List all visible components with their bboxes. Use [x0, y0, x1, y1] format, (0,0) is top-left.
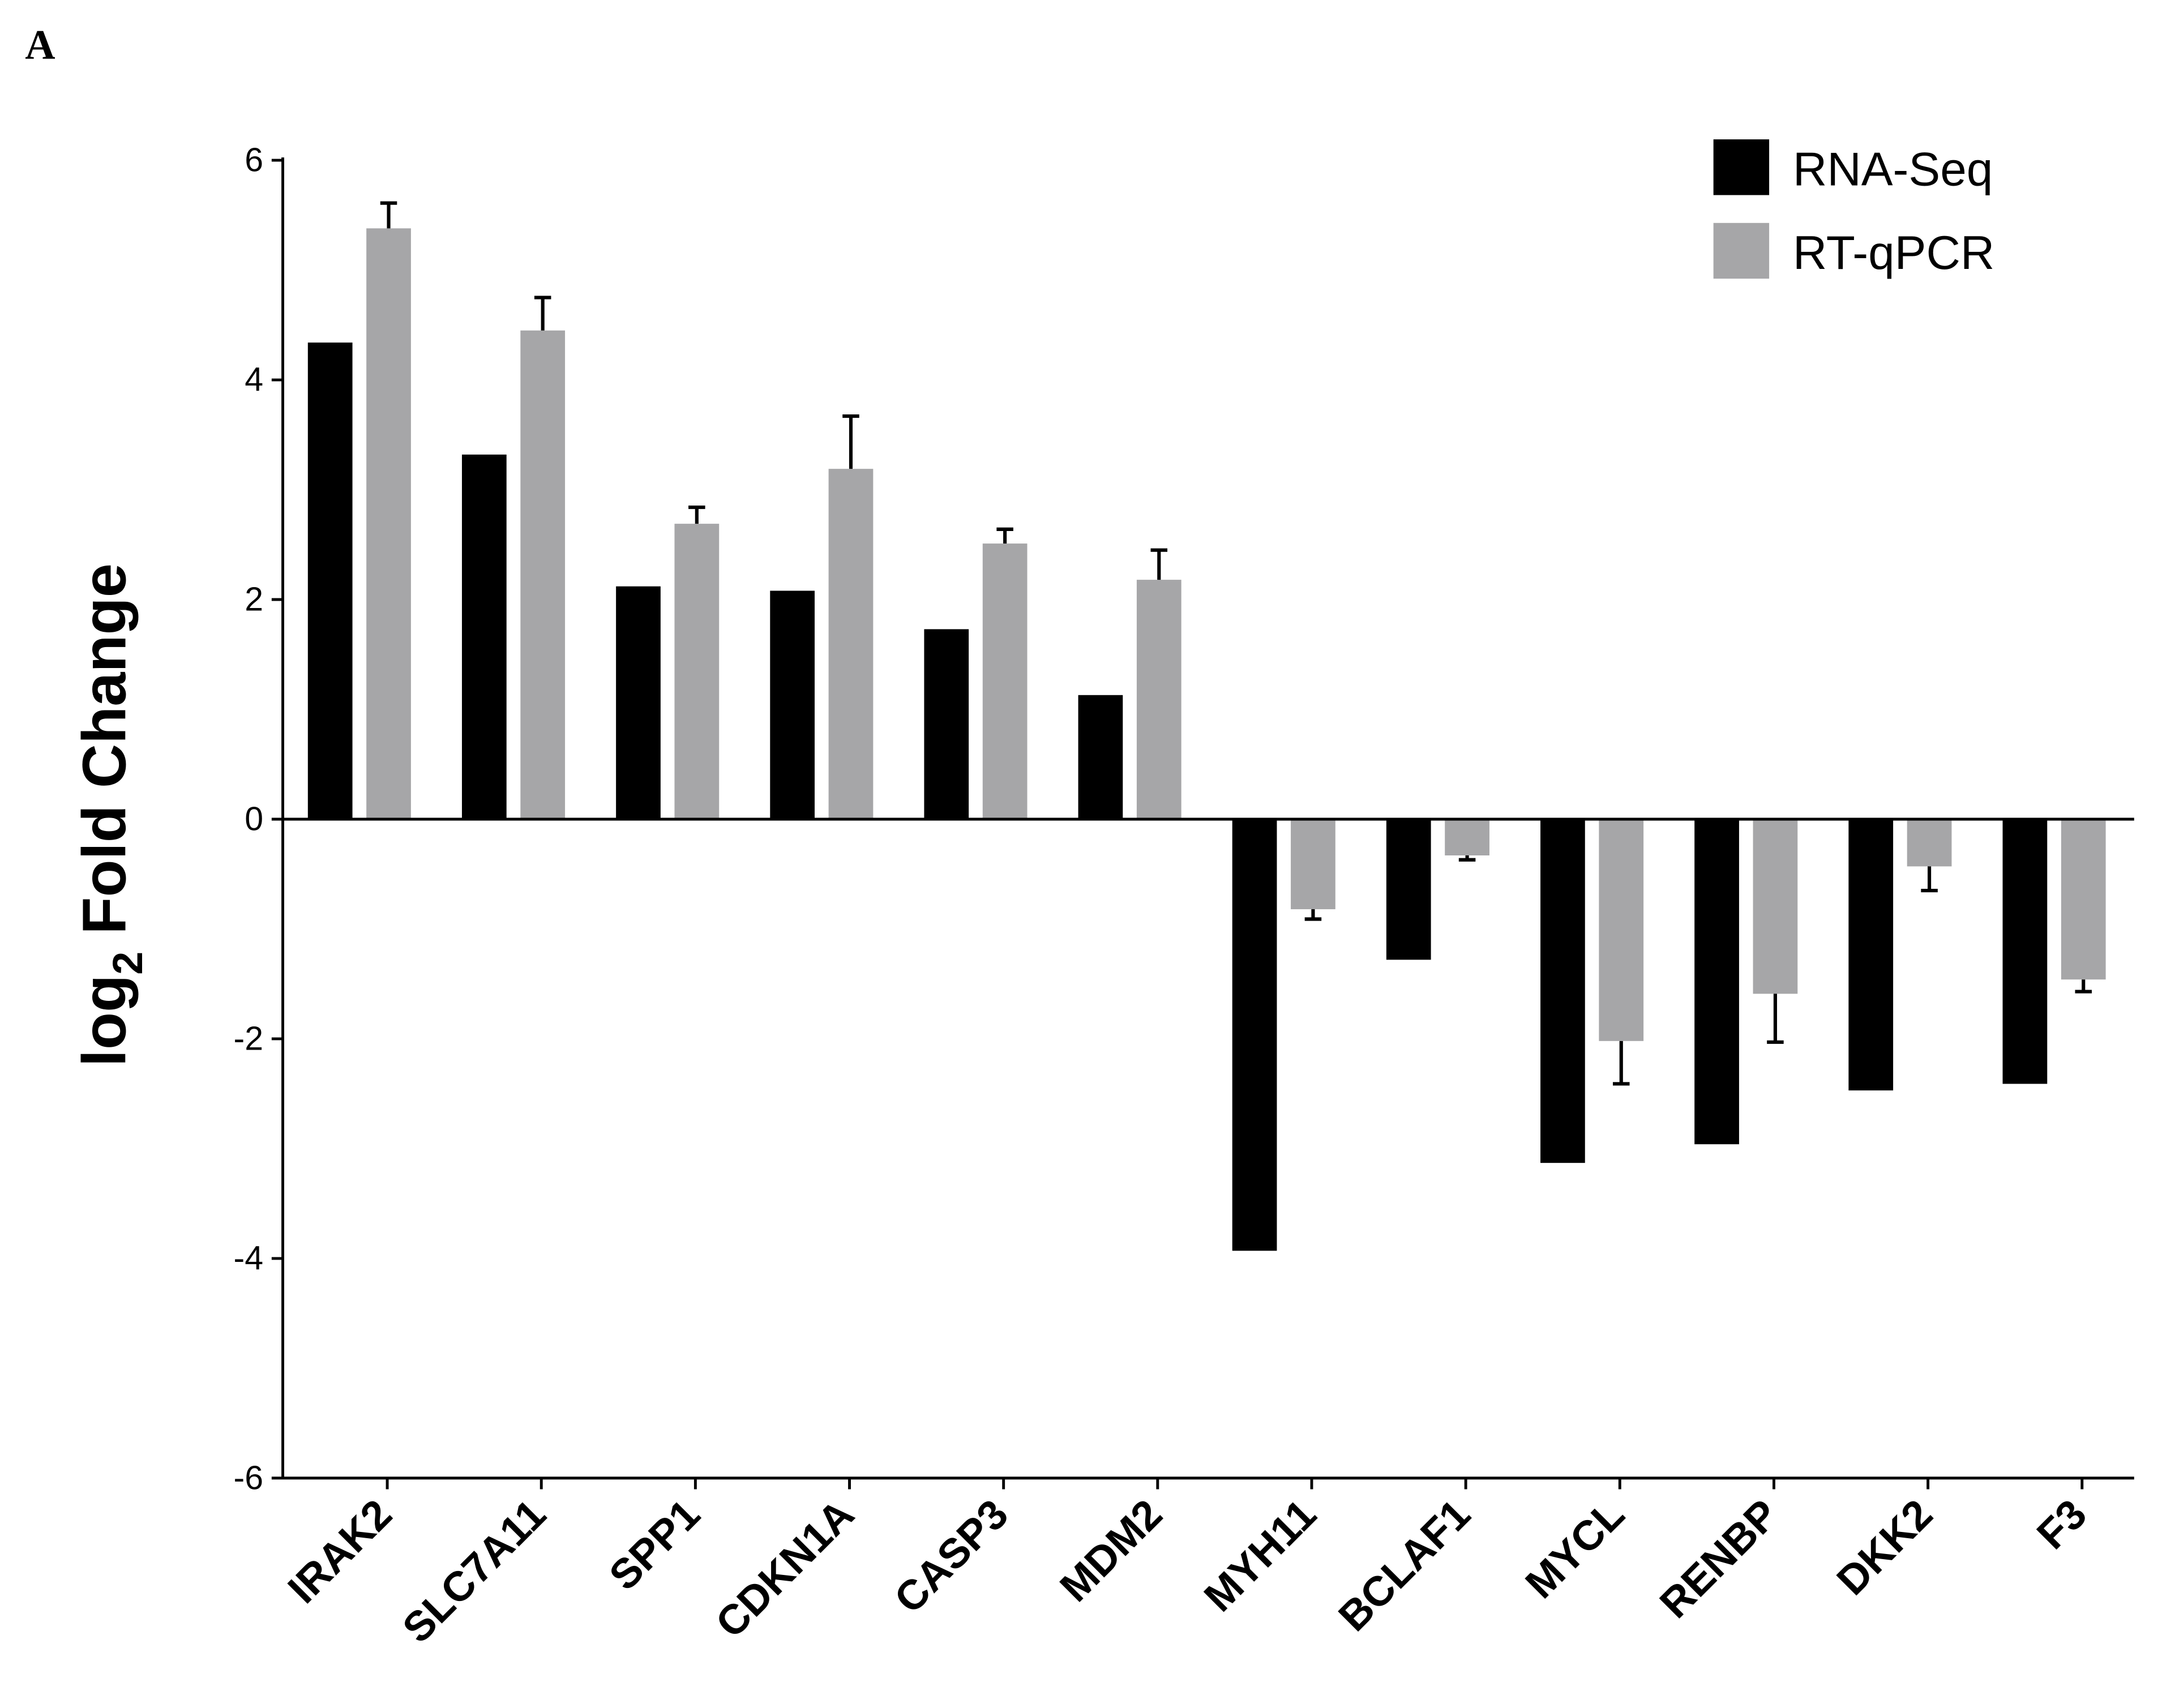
x-category-label: DKK2	[1827, 1490, 1941, 1604]
bar-rt-qpcr-slc7a11	[520, 330, 566, 819]
panel-label: A	[25, 21, 55, 67]
bar-rna-seq-bclaf1	[1386, 819, 1431, 960]
bar-rna-seq-myh11	[1232, 819, 1277, 1251]
x-category-label: RENBP	[1651, 1490, 1787, 1626]
bar-rna-seq-f3	[2002, 819, 2048, 1084]
bar-rna-seq-mdm2	[1078, 695, 1123, 819]
y-tick-label: -2	[234, 1020, 264, 1058]
x-category-label: BCLAF1	[1329, 1490, 1479, 1640]
x-category-label: MYH11	[1195, 1490, 1325, 1620]
bar-rt-qpcr-mycl	[1599, 819, 1644, 1041]
x-category-label: MDM2	[1051, 1490, 1171, 1610]
x-category-label: SLC7A11	[393, 1490, 555, 1651]
y-tick-label: 2	[245, 581, 263, 618]
bar-rna-seq-mycl	[1540, 819, 1585, 1163]
bar-rna-seq-irak2	[307, 343, 353, 819]
y-tick-label: -4	[234, 1240, 264, 1277]
y-tick-label: 6	[245, 142, 263, 179]
bar-rna-seq-dkk2	[1848, 819, 1894, 1091]
bar-rt-qpcr-cdkn1a	[828, 469, 874, 819]
x-category-label: CDKN1A	[707, 1490, 863, 1646]
bar-rt-qpcr-irak2	[366, 228, 411, 819]
legend-swatch-rt-qpcr	[1713, 222, 1770, 279]
legend: RNA-Seq RT-qPCR	[1713, 139, 1994, 279]
bar-rna-seq-renbp	[1694, 819, 1739, 1145]
bar-rt-qpcr-bclaf1	[1445, 819, 1489, 855]
bar-rt-qpcr-renbp	[1753, 819, 1798, 994]
y-axis-label: log2 Fold Change	[70, 563, 151, 1067]
bar-rna-seq-slc7a11	[461, 454, 507, 819]
bar-rt-qpcr-casp3	[982, 543, 1028, 819]
x-category-label: SPP1	[600, 1490, 709, 1599]
x-category-label: F3	[2028, 1490, 2096, 1558]
y-tick-label: -6	[234, 1459, 264, 1497]
bar-rna-seq-cdkn1a	[770, 590, 815, 819]
legend-swatch-rna-seq	[1713, 139, 1770, 195]
x-category-label: CASP3	[885, 1490, 1017, 1622]
bar-rt-qpcr-myh11	[1291, 819, 1335, 910]
bar-rt-qpcr-dkk2	[1907, 819, 1952, 867]
bar-rt-qpcr-mdm2	[1136, 580, 1181, 819]
bar-rna-seq-casp3	[924, 629, 969, 819]
legend-label: RNA-Seq	[1793, 142, 1993, 195]
x-category-label: IRAK2	[279, 1490, 400, 1612]
legend-label: RT-qPCR	[1793, 226, 1994, 279]
bar-rna-seq-spp1	[616, 586, 661, 819]
y-tick-label: 4	[245, 361, 263, 399]
bar-rt-qpcr-f3	[2061, 819, 2106, 980]
x-category-label: MYCL	[1516, 1490, 1633, 1607]
bar-rt-qpcr-spp1	[674, 524, 720, 819]
y-tick-label: 0	[245, 801, 263, 838]
